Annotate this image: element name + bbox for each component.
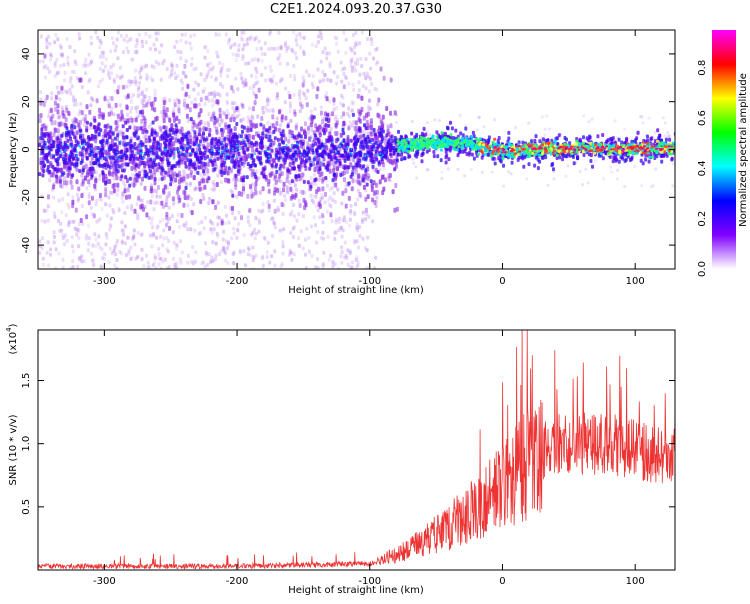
spectrogram-y-tick-label: -40: [21, 237, 32, 253]
snr-y-tick-label: 1.5: [21, 373, 32, 389]
snr-x-tick-label: 100: [626, 576, 645, 587]
spectrogram-y-tick-label: 40: [21, 48, 32, 61]
spectrogram-x-axis-label: Height of straight line (km): [288, 285, 424, 296]
colorbar-gradient: [712, 30, 736, 269]
snr-x-axis-label: Height of straight line (km): [288, 585, 424, 596]
colorbar-tick-label: 0.0: [697, 261, 708, 277]
spectrogram-x-tick-label: 100: [626, 276, 645, 287]
snr-y-axis-label: SNR (10 * v/v): [8, 414, 19, 485]
page-title: C2E1.2024.093.20.37.G30: [0, 2, 712, 17]
spectrogram-x-tick-label: 0: [499, 276, 505, 287]
spectrogram-x-tick-label: -200: [226, 276, 249, 287]
spectrogram-x-tick-label: -300: [93, 276, 116, 287]
snr-y-tick-label: 0.5: [21, 499, 32, 515]
colorbar: 0.0 0.2 0.4 0.6 0.8 Normalized spectral ampl…: [697, 30, 749, 277]
colorbar-tick-label: 0.8: [697, 60, 708, 76]
colorbar-tick-label: 0.2: [697, 211, 708, 227]
snr-y-multiplier: (x104): [5, 323, 19, 354]
snr-x-tick-label: -200: [226, 576, 249, 587]
colorbar-tick-label: 0.6: [697, 110, 708, 126]
snr-x-tick-label: 0: [499, 576, 505, 587]
snr-y-tick-label: 1.0: [21, 436, 32, 452]
spectrogram-y-tick-label: 20: [21, 95, 32, 108]
snr-x-tick-label: -300: [93, 576, 116, 587]
colorbar-tick-label: 0.4: [697, 160, 708, 176]
spectrogram-y-axis-label: Frequency (Hz): [8, 112, 19, 188]
spectrogram-y-tick-label: -20: [21, 189, 32, 205]
colorbar-label: Normalized spectral amplitude: [738, 73, 749, 227]
spectrogram-y-tick-label: 0: [21, 146, 32, 152]
